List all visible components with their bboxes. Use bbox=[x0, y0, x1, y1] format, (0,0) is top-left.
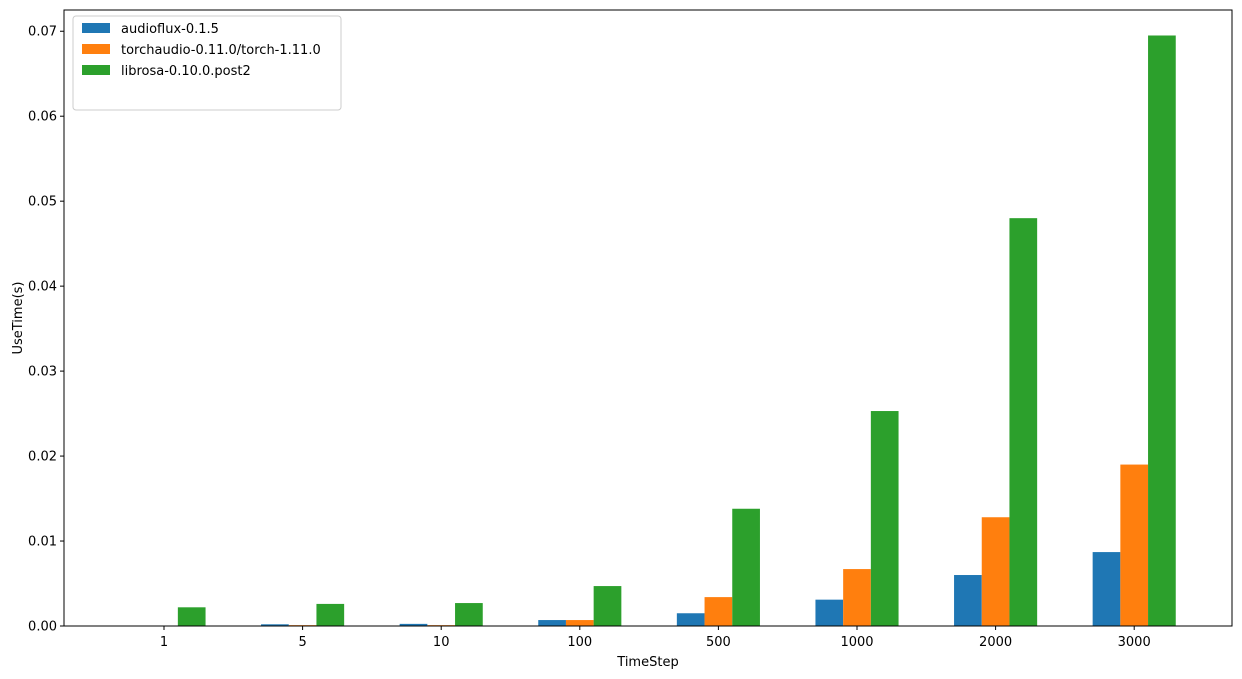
legend-label: librosa-0.10.0.post2 bbox=[121, 64, 251, 79]
x-tick-label: 500 bbox=[706, 635, 731, 650]
plot-frame bbox=[63, 9, 1233, 627]
y-tick-label: 0.05 bbox=[28, 195, 57, 210]
bar-librosa-0.10.0.post2-100 bbox=[593, 586, 622, 626]
legend-swatch bbox=[82, 44, 110, 54]
y-tick-label: 0.03 bbox=[28, 365, 57, 380]
bar-librosa-0.10.0.post2-5 bbox=[316, 603, 345, 626]
bar-audioflux-0.1.5-500 bbox=[676, 613, 705, 626]
bar-librosa-0.10.0.post2-3000 bbox=[1148, 35, 1176, 627]
x-tick-label: 1000 bbox=[840, 635, 873, 650]
x-tick-label: 3000 bbox=[1118, 635, 1151, 650]
y-tick-label: 0.00 bbox=[28, 620, 57, 635]
y-tick-label: 0.07 bbox=[28, 25, 57, 40]
bar-audioflux-0.1.5-1000 bbox=[815, 599, 844, 626]
bar-audioflux-0.1.5-2000 bbox=[954, 575, 982, 626]
bar-torchaudio-0.11.0/torch-1.11.0-500 bbox=[704, 597, 733, 626]
bar-librosa-0.10.0.post2-2000 bbox=[1009, 218, 1038, 626]
legend: audioflux-0.1.5 torchaudio-0.11.0/torch-1… bbox=[72, 15, 342, 111]
bar-librosa-0.10.0.post2-1000 bbox=[870, 411, 899, 626]
y-axis-label: UseTime(s) bbox=[11, 281, 26, 354]
y-tick-label: 0.02 bbox=[28, 450, 57, 465]
y-tick-label: 0.01 bbox=[28, 535, 57, 550]
x-tick-label: 100 bbox=[567, 635, 592, 650]
bars-group bbox=[122, 35, 1176, 627]
bar-audioflux-0.1.5-100 bbox=[538, 620, 566, 626]
bar-librosa-0.10.0.post2-10 bbox=[455, 603, 483, 626]
bar-torchaudio-0.11.0/torch-1.11.0-3000 bbox=[1120, 464, 1149, 626]
legend-swatch bbox=[82, 65, 110, 75]
y-axis: 0.00 0.01 0.02 0.03 0.04 0.05 0.06 0.07 bbox=[28, 25, 64, 635]
bar-librosa-0.10.0.post2-1 bbox=[177, 607, 206, 626]
y-tick-label: 0.06 bbox=[28, 110, 57, 125]
x-tick-label: 5 bbox=[298, 635, 306, 650]
y-tick-label: 0.04 bbox=[28, 280, 57, 295]
legend-label: torchaudio-0.11.0/torch-1.11.0 bbox=[121, 43, 321, 58]
x-tick-label: 1 bbox=[160, 635, 168, 650]
x-axis-label: TimeStep bbox=[616, 655, 678, 670]
legend-label: audioflux-0.1.5 bbox=[121, 22, 219, 37]
legend-box bbox=[72, 15, 342, 111]
x-axis: 1 5 10 100 500 1000 2000 3000 bbox=[160, 626, 1151, 650]
bar-librosa-0.10.0.post2-500 bbox=[732, 508, 760, 626]
bar-audioflux-0.1.5-5 bbox=[261, 624, 289, 626]
x-tick-label: 2000 bbox=[979, 635, 1012, 650]
x-tick-label: 10 bbox=[433, 635, 450, 650]
bar-audioflux-0.1.5-3000 bbox=[1092, 552, 1121, 626]
bar-torchaudio-0.11.0/torch-1.11.0-100 bbox=[565, 620, 594, 626]
bar-audioflux-0.1.5-10 bbox=[399, 623, 428, 626]
legend-swatch bbox=[82, 23, 110, 33]
bar-torchaudio-0.11.0/torch-1.11.0-1000 bbox=[843, 569, 871, 626]
bar-torchaudio-0.11.0/torch-1.11.0-2000 bbox=[981, 517, 1010, 626]
